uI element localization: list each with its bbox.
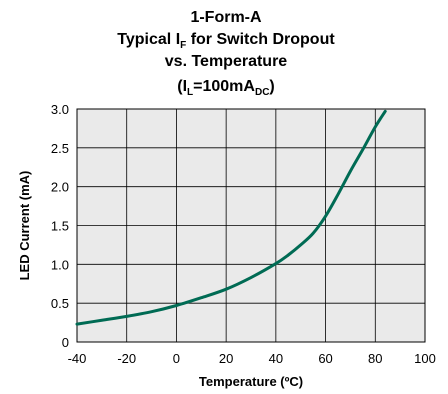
x-tick-label: -40 xyxy=(68,351,87,366)
chart-title-line1: 1-Form-A xyxy=(190,9,262,26)
y-tick-label: 3.0 xyxy=(51,102,69,117)
chart-title-line4: (IL=100mADC) xyxy=(177,78,275,98)
x-tick-label: 80 xyxy=(368,351,382,366)
chart-title-line3: vs. Temperature xyxy=(165,53,288,70)
x-tick-label: -20 xyxy=(117,351,136,366)
y-tick-label: 1.5 xyxy=(51,219,69,234)
y-axis-label: LED Current (mA) xyxy=(17,171,32,281)
y-tick-labels: 0 0.5 1.0 1.5 2.0 2.5 3.0 xyxy=(51,102,69,350)
chart-title-line2: Typical IF for Switch Dropout xyxy=(117,31,335,51)
plot-frame xyxy=(76,108,426,343)
x-tick-label: 60 xyxy=(318,351,332,366)
series-line xyxy=(75,109,387,326)
x-tick-label: 100 xyxy=(414,351,436,366)
x-tick-labels: -40 -20 0 20 40 60 80 100 xyxy=(68,351,436,366)
x-tick-label: 40 xyxy=(269,351,283,366)
y-tick-label: 0 xyxy=(62,335,69,350)
x-axis-label: Temperature (ºC) xyxy=(199,374,303,389)
y-tick-label: 1.0 xyxy=(51,257,69,272)
y-tick-label: 2.5 xyxy=(51,141,69,156)
y-tick-label: 2.0 xyxy=(51,180,69,195)
y-tick-label: 0.5 xyxy=(51,296,69,311)
x-tick-label: 0 xyxy=(173,351,180,366)
x-tick-label: 20 xyxy=(219,351,233,366)
